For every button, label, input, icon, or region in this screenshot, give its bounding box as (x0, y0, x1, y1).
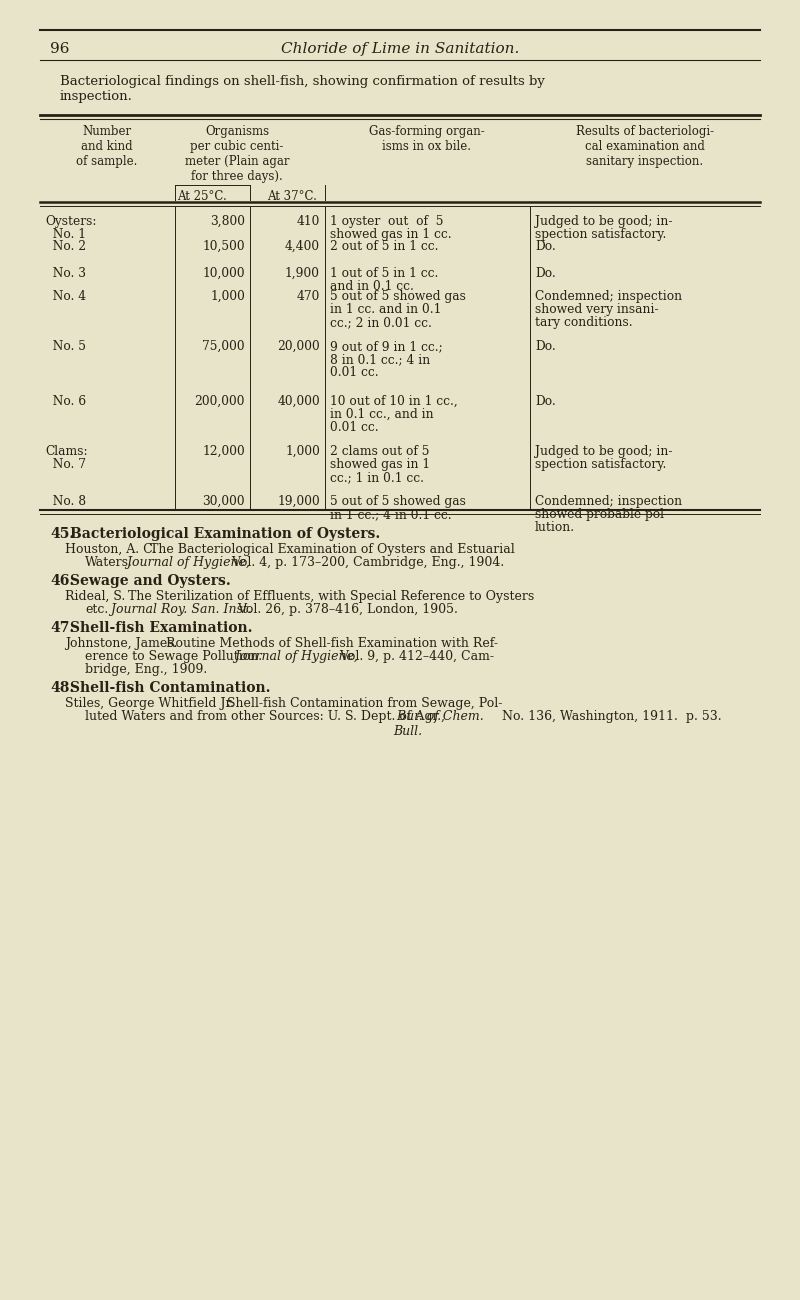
Text: Bacteriological Examination of Oysters.: Bacteriological Examination of Oysters. (70, 526, 380, 541)
Text: Johnstone, James.: Johnstone, James. (65, 637, 178, 650)
Text: cc.; 2 in 0.01 cc.: cc.; 2 in 0.01 cc. (330, 316, 432, 329)
Text: The Sterilization of Effluents, with Special Reference to Oysters: The Sterilization of Effluents, with Spe… (120, 590, 534, 603)
Text: 30,000: 30,000 (202, 495, 245, 508)
Text: Results of bacteriologi-
cal examination and
sanitary inspection.: Results of bacteriologi- cal examination… (576, 125, 714, 168)
Text: 40,000: 40,000 (278, 395, 320, 408)
Text: Rideal, S.: Rideal, S. (65, 590, 126, 603)
Text: and in 0.1 cc.: and in 0.1 cc. (330, 280, 414, 292)
Text: spection satisfactory.: spection satisfactory. (535, 227, 666, 240)
Text: 1,000: 1,000 (285, 445, 320, 458)
Text: Judged to be good; in-: Judged to be good; in- (535, 214, 673, 227)
Text: Houston, A. C.: Houston, A. C. (65, 543, 156, 556)
Text: showed probable pol-: showed probable pol- (535, 508, 668, 521)
Text: The Bacteriological Examination of Oysters and Estuarial: The Bacteriological Examination of Oyste… (142, 543, 514, 556)
Text: 45.: 45. (50, 526, 74, 541)
Text: showed gas in 1 cc.: showed gas in 1 cc. (330, 227, 452, 240)
Text: 46.: 46. (50, 575, 74, 588)
Text: showed gas in 1: showed gas in 1 (330, 458, 430, 471)
Text: Waters.: Waters. (85, 556, 133, 569)
Text: 48.: 48. (50, 681, 74, 696)
Text: in 1 cc.; 4 in 0.1 cc.: in 1 cc.; 4 in 0.1 cc. (330, 508, 452, 521)
Text: Number
and kind
of sample.: Number and kind of sample. (76, 125, 138, 168)
Text: No. 1: No. 1 (45, 227, 86, 240)
Text: 200,000: 200,000 (194, 395, 245, 408)
Text: Do.: Do. (535, 395, 556, 408)
Text: Condemned; inspection: Condemned; inspection (535, 495, 682, 508)
Text: 10,500: 10,500 (202, 240, 245, 254)
Text: 3,800: 3,800 (210, 214, 245, 227)
Text: 1,900: 1,900 (285, 266, 320, 280)
Text: No. 136, Washington, 1911.  p. 53.: No. 136, Washington, 1911. p. 53. (498, 710, 722, 723)
Text: No. 4: No. 4 (45, 290, 86, 303)
Text: 10 out of 10 in 1 cc.,: 10 out of 10 in 1 cc., (330, 395, 458, 408)
Text: 19,000: 19,000 (278, 495, 320, 508)
Text: cc.; 1 in 0.1 cc.: cc.; 1 in 0.1 cc. (330, 471, 424, 484)
Text: tary conditions.: tary conditions. (535, 316, 633, 329)
Text: Oysters:: Oysters: (45, 214, 97, 227)
Text: Do.: Do. (535, 240, 556, 254)
Text: showed very insani-: showed very insani- (535, 303, 658, 316)
Text: 5 out of 5 showed gas: 5 out of 5 showed gas (330, 290, 466, 303)
Text: Bacteriological findings on shell-fish, showing confirmation of results by
inspe: Bacteriological findings on shell-fish, … (60, 75, 545, 103)
Text: Clams:: Clams: (45, 445, 88, 458)
Text: 75,000: 75,000 (202, 341, 245, 354)
Text: No. 6: No. 6 (45, 395, 86, 408)
Text: Journal of Hygiene,: Journal of Hygiene, (231, 650, 358, 663)
Text: Vol. 26, p. 378–416, London, 1905.: Vol. 26, p. 378–416, London, 1905. (234, 603, 458, 616)
Text: 8 in 0.1 cc.; 4 in: 8 in 0.1 cc.; 4 in (330, 354, 430, 367)
Text: 96: 96 (50, 42, 70, 56)
Text: At 37°C.: At 37°C. (267, 190, 317, 203)
Text: Bur. of Chem.
Bull.: Bur. of Chem. Bull. (393, 710, 483, 738)
Text: Judged to be good; in-: Judged to be good; in- (535, 445, 673, 458)
Text: erence to Sewage Pollution.: erence to Sewage Pollution. (85, 650, 262, 663)
Text: Journal Roy. San. Inst.: Journal Roy. San. Inst. (106, 603, 251, 616)
Text: No. 8: No. 8 (45, 495, 86, 508)
Text: bridge, Eng., 1909.: bridge, Eng., 1909. (85, 663, 207, 676)
Text: 470: 470 (297, 290, 320, 303)
Text: No. 3: No. 3 (45, 266, 86, 280)
Text: in 0.1 cc., and in: in 0.1 cc., and in (330, 408, 434, 421)
Text: 410: 410 (297, 214, 320, 227)
Text: Shell-fish Contamination.: Shell-fish Contamination. (70, 681, 270, 696)
Text: 10,000: 10,000 (202, 266, 245, 280)
Text: in 1 cc. and in 0.1: in 1 cc. and in 0.1 (330, 303, 442, 316)
Text: No. 2: No. 2 (45, 240, 86, 254)
Text: 9 out of 9 in 1 cc.;: 9 out of 9 in 1 cc.; (330, 341, 442, 354)
Text: 0.01 cc.: 0.01 cc. (330, 367, 378, 380)
Text: lution.: lution. (535, 521, 575, 534)
Text: Do.: Do. (535, 266, 556, 280)
Text: Routine Methods of Shell-fish Examination with Ref-: Routine Methods of Shell-fish Examinatio… (158, 637, 498, 650)
Text: Vol. 4, p. 173–200, Cambridge, Eng., 1904.: Vol. 4, p. 173–200, Cambridge, Eng., 190… (229, 556, 505, 569)
Text: Condemned; inspection: Condemned; inspection (535, 290, 682, 303)
Text: luted Waters and from other Sources: U. S. Dept. of Agr.,: luted Waters and from other Sources: U. … (85, 710, 445, 723)
Text: 1 out of 5 in 1 cc.: 1 out of 5 in 1 cc. (330, 266, 438, 280)
Text: Sewage and Oysters.: Sewage and Oysters. (70, 575, 230, 588)
Text: Vol. 9, p. 412–440, Cam-: Vol. 9, p. 412–440, Cam- (337, 650, 494, 663)
Text: Stiles, George Whitfield Jr.: Stiles, George Whitfield Jr. (65, 697, 234, 710)
Text: Chloride of Lime in Sanitation.: Chloride of Lime in Sanitation. (281, 42, 519, 56)
Text: Organisms
per cubic centi-
meter (Plain agar
for three days).: Organisms per cubic centi- meter (Plain … (185, 125, 290, 183)
Text: spection satisfactory.: spection satisfactory. (535, 458, 666, 471)
Text: 5 out of 5 showed gas: 5 out of 5 showed gas (330, 495, 466, 508)
Text: 0.01 cc.: 0.01 cc. (330, 421, 378, 434)
Text: 2 out of 5 in 1 cc.: 2 out of 5 in 1 cc. (330, 240, 438, 254)
Text: 1,000: 1,000 (210, 290, 245, 303)
Text: No. 5: No. 5 (45, 341, 86, 354)
Text: Gas-forming organ-
isms in ox bile.: Gas-forming organ- isms in ox bile. (369, 125, 485, 153)
Text: 4,400: 4,400 (285, 240, 320, 254)
Text: 2 clams out of 5: 2 clams out of 5 (330, 445, 430, 458)
Text: Do.: Do. (535, 341, 556, 354)
Text: Shell-fish Examination.: Shell-fish Examination. (70, 621, 253, 634)
Text: etc.: etc. (85, 603, 108, 616)
Text: 12,000: 12,000 (202, 445, 245, 458)
Text: 1 oyster  out  of  5: 1 oyster out of 5 (330, 214, 443, 227)
Text: 47.: 47. (50, 621, 74, 634)
Text: Journal of Hygiene,: Journal of Hygiene, (123, 556, 250, 569)
Text: At 25°C.: At 25°C. (177, 190, 227, 203)
Text: No. 7: No. 7 (45, 458, 86, 471)
Text: 20,000: 20,000 (278, 341, 320, 354)
Text: Shell-fish Contamination from Sewage, Pol-: Shell-fish Contamination from Sewage, Po… (219, 697, 502, 710)
